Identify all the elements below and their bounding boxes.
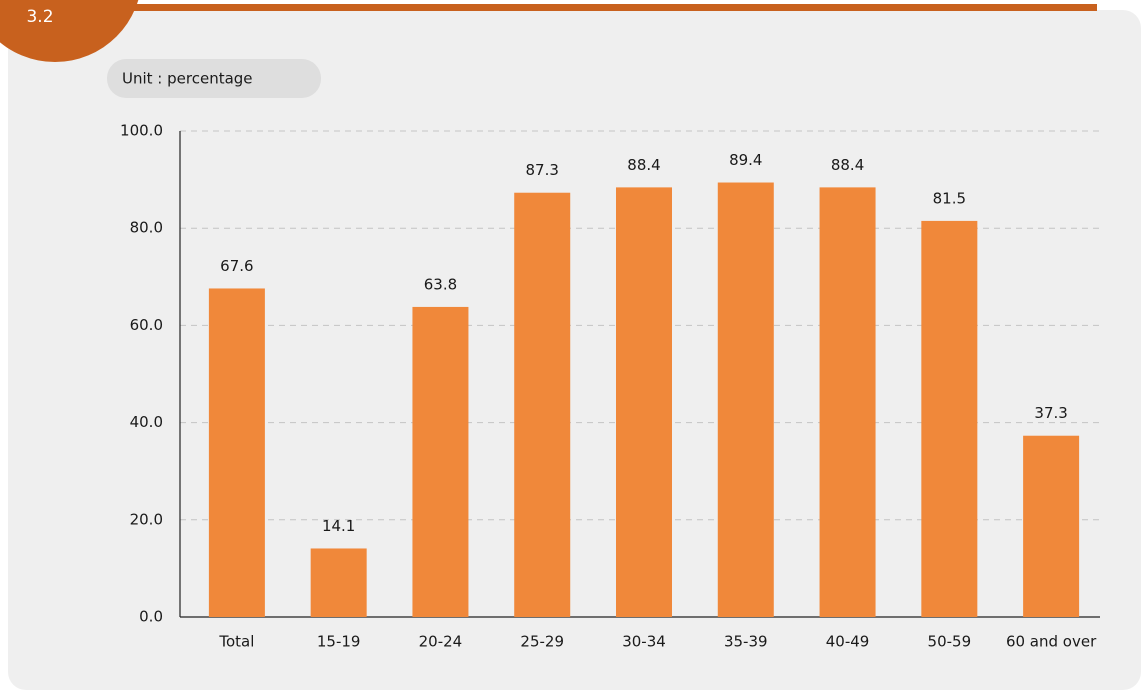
value-label: 14.1: [322, 517, 355, 535]
bar: [717, 182, 774, 618]
y-tick-label: 20.0: [130, 510, 163, 528]
unit-pill: [107, 59, 321, 98]
bar: [616, 187, 672, 617]
x-tick-label: 30-34: [622, 633, 666, 651]
y-tick-label: 80.0: [130, 219, 163, 237]
bar: [208, 288, 265, 617]
x-tick-label: 40-49: [826, 633, 870, 651]
unit-label: Unit : percentage: [122, 70, 253, 88]
bar: [310, 548, 367, 617]
badge: [0, 0, 139, 62]
x-tick-label: 60 and over: [1006, 633, 1097, 651]
bar: [412, 306, 469, 617]
value-label: 37.3: [1034, 404, 1067, 422]
value-label: 63.8: [424, 275, 457, 293]
bar: [1023, 435, 1080, 617]
value-label: 87.3: [526, 161, 559, 179]
value-label: 88.4: [627, 156, 660, 174]
x-tick-label: 15-19: [317, 633, 361, 651]
top-rule: [125, 4, 1097, 11]
value-label: 88.4: [831, 156, 864, 174]
bar: [819, 187, 876, 617]
value-label: 81.5: [933, 189, 966, 207]
x-tick-label: 50-59: [928, 633, 972, 651]
y-tick-label: 60.0: [130, 316, 163, 334]
figure-number: 3.2: [26, 7, 53, 27]
x-tick-label: 25-29: [520, 633, 564, 651]
y-tick-label: 0.0: [139, 608, 163, 626]
value-label: 89.4: [729, 151, 762, 169]
x-tick-label: 35-39: [724, 633, 768, 651]
y-tick-label: 100.0: [120, 122, 163, 140]
bar: [514, 192, 571, 618]
value-label: 67.6: [220, 257, 253, 275]
y-tick-label: 40.0: [130, 413, 163, 431]
bar: [921, 220, 978, 617]
x-tick-label: Total: [218, 633, 254, 651]
x-tick-label: 20-24: [419, 633, 463, 651]
